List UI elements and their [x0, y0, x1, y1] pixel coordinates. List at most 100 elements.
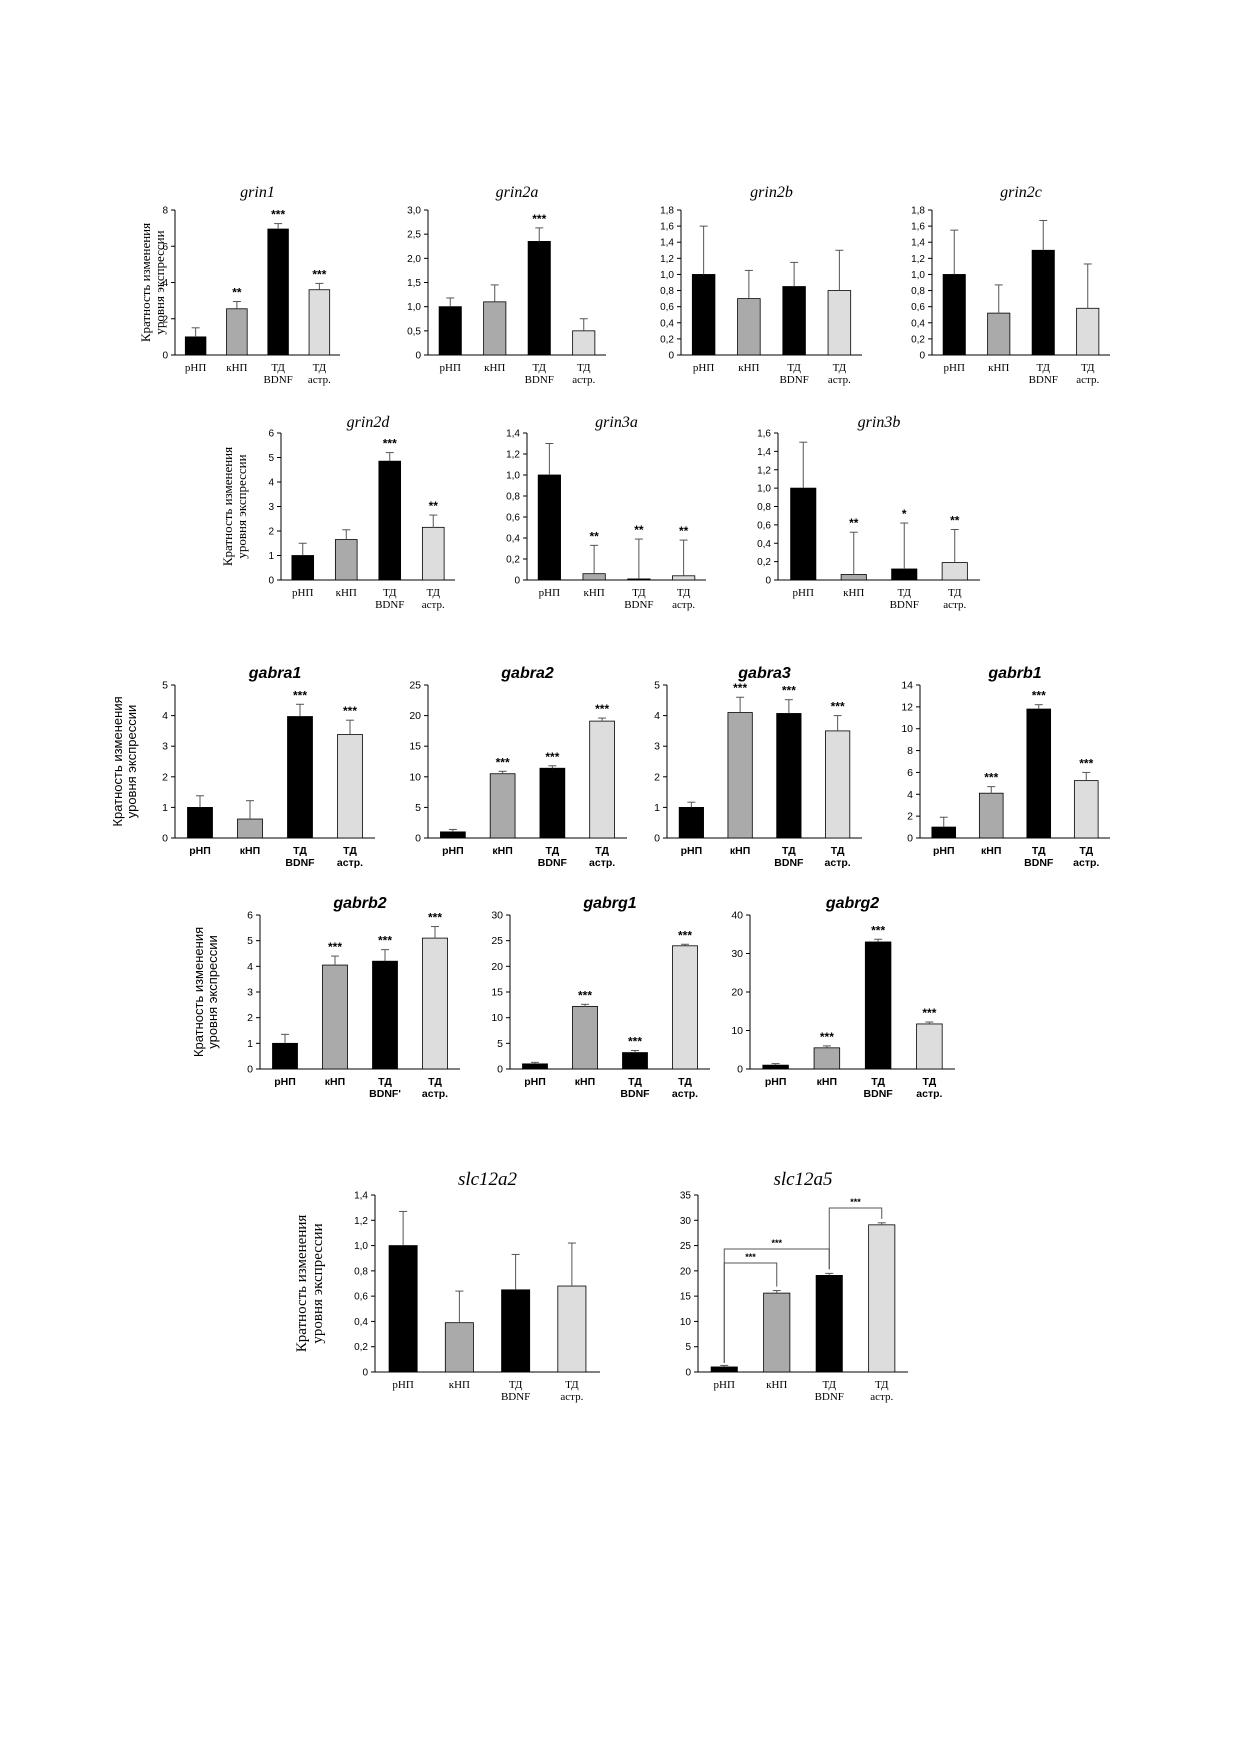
y-tick-label: 0: [497, 1064, 503, 1076]
x-tick-label: BDNF: [525, 374, 554, 386]
significance-bracket: [828, 1207, 883, 1270]
y-tick-label: 4: [162, 278, 168, 289]
bracket-label: ***: [745, 1252, 756, 1262]
y-tick-label: 0: [247, 1064, 253, 1076]
y-tick-label: 12: [901, 701, 913, 713]
chart-title: gabra2: [500, 665, 554, 682]
chart-title: grin2c: [1000, 184, 1042, 201]
significance-label: ***: [922, 1006, 936, 1020]
chart-grin3a: grin3a 0 0,2 0,4 0,6 0,8 1,0 1,2 1,4 рНП ** кНП ** ТД…: [506, 414, 706, 611]
bar: [322, 964, 348, 1070]
x-tick-label: астр.: [672, 599, 695, 611]
x-tick-label: ТД: [343, 845, 357, 857]
y-tick-label: 35: [680, 1191, 692, 1202]
y-tick-label: 0: [765, 576, 771, 587]
bar: [378, 460, 402, 581]
y-axis-title-line: Кратность изменения: [191, 927, 206, 1057]
y-tick-label: 1,6: [660, 222, 674, 233]
y-tick-label: 8: [907, 745, 913, 757]
significance-label: ***: [378, 934, 392, 948]
y-tick-label: 0,6: [757, 520, 771, 531]
y-tick-label: 1,6: [757, 429, 771, 440]
x-tick-label: астр.: [422, 599, 445, 611]
chart-title: grin3b: [858, 414, 901, 431]
y-tick-label: 1,6: [911, 222, 925, 233]
x-tick-label: астр.: [589, 857, 615, 869]
y-tick-label: 1,2: [506, 450, 520, 461]
y-axis-title-line: уровня экспрессии: [152, 230, 167, 334]
x-tick-label: кНП: [325, 1076, 345, 1088]
y-tick-label: 0,8: [911, 286, 925, 297]
x-tick-label: астр.: [308, 374, 331, 386]
y-tick-label: 0,8: [506, 492, 520, 503]
y-axis-title: Кратность измененияуровня экспрессии: [110, 696, 139, 826]
y-tick-label: 0,6: [660, 302, 674, 313]
y-tick-label: 0,2: [506, 555, 520, 566]
y-tick-label: 0,2: [354, 1342, 368, 1353]
y-tick-label: 0,4: [660, 318, 674, 329]
y-tick-label: 0,5: [407, 326, 421, 337]
y-tick-label: 10: [491, 1012, 503, 1024]
x-tick-label: кНП: [484, 362, 505, 374]
bar: [572, 1005, 598, 1070]
x-tick-label: рНП: [524, 1076, 546, 1088]
x-tick-label: астр.: [422, 1088, 448, 1100]
bar: [483, 301, 507, 356]
y-tick-label: 5: [685, 1342, 691, 1353]
x-tick-label: рНП: [793, 587, 814, 599]
y-tick-label: 3: [654, 741, 660, 753]
y-axis-title: Кратность измененияуровня экспрессии: [220, 447, 249, 566]
bar: [790, 487, 817, 581]
y-tick-label: 0,4: [757, 539, 771, 550]
chart-title: gabra3: [737, 665, 791, 682]
x-tick-label: ТД: [313, 362, 327, 374]
y-tick-label: 0: [415, 351, 421, 362]
significance-label: ***: [871, 923, 885, 937]
x-tick-label: ТД: [428, 1076, 442, 1088]
x-tick-label: астр.: [337, 857, 363, 869]
x-tick-label: кНП: [240, 845, 260, 857]
y-tick-label: 1: [162, 802, 168, 814]
y-tick-label: 25: [409, 680, 421, 692]
y-tick-label: 20: [491, 961, 503, 973]
y-tick-label: 30: [680, 1216, 692, 1227]
bar: [237, 818, 263, 839]
significance-label: **: [679, 524, 689, 538]
x-tick-label: астр.: [1076, 374, 1099, 386]
x-tick-label: BDNF: [1029, 374, 1058, 386]
bar: [422, 937, 448, 1070]
x-tick-label: ТД: [532, 362, 546, 374]
x-tick-label: ТД: [565, 1379, 579, 1391]
chart-title: gabrg1: [582, 895, 636, 912]
x-tick-label: рНП: [440, 362, 461, 374]
y-axis-title-line: Кратность изменения: [138, 223, 153, 342]
y-tick-label: 14: [901, 680, 913, 692]
significance-label: ***: [1079, 756, 1093, 770]
y-tick-label: 2: [162, 771, 168, 783]
bar: [440, 831, 466, 839]
y-axis-title: Кратность измененияуровня экспрессии: [138, 223, 167, 342]
y-tick-label: 8: [162, 206, 168, 217]
y-tick-label: 6: [162, 242, 168, 253]
bar: [941, 562, 968, 581]
x-tick-label: кНП: [766, 1379, 787, 1391]
y-tick-label: 20: [409, 710, 421, 722]
x-tick-label: BDNF: [375, 599, 404, 611]
y-tick-label: 0,4: [354, 1317, 368, 1328]
bar: [539, 767, 566, 839]
chart-title: grin2a: [496, 184, 539, 201]
significance-label: **: [950, 513, 960, 527]
y-tick-label: 1,8: [911, 206, 925, 217]
x-tick-label: кНП: [492, 845, 512, 857]
chart-gabrg2: gabrg2010203040рНП***кНП***ТДBDNF***ТДас…: [731, 895, 955, 1100]
y-tick-label: 5: [162, 680, 168, 692]
significance-label: ***: [328, 940, 342, 954]
y-tick-label: 10: [901, 723, 913, 735]
bar: [1076, 307, 1100, 356]
y-tick-label: 6: [268, 429, 274, 440]
x-tick-label: BDNF: [779, 374, 808, 386]
bar: [308, 289, 331, 356]
bar: [987, 312, 1011, 356]
bar: [287, 716, 313, 839]
x-tick-label: ТД: [871, 1076, 885, 1088]
